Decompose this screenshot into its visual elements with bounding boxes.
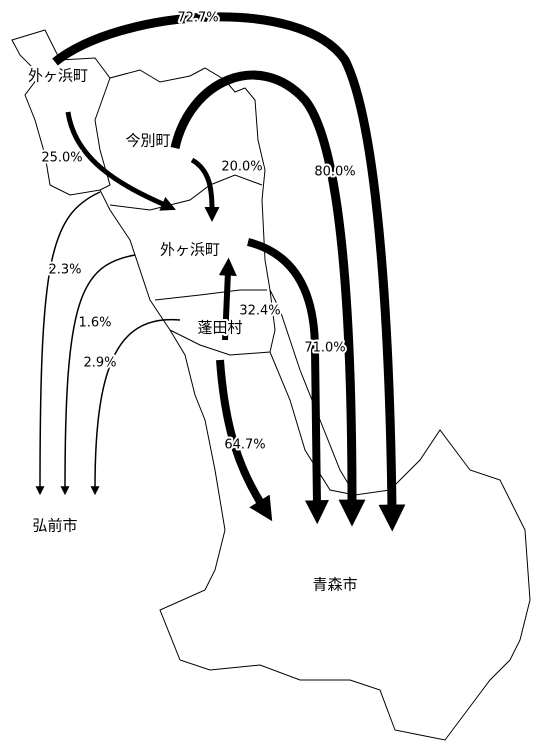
flow-arrow (60, 254, 136, 496)
municipal-borders (11, 29, 531, 741)
flow-label: 1.6% (78, 316, 111, 331)
flow-arrow (190, 157, 220, 222)
flow-label: 20.0% (221, 160, 262, 175)
inner-border (269, 351, 356, 496)
flow-label: 2.9% (83, 356, 116, 371)
place-label: 外ヶ浜町 (28, 67, 88, 85)
flow-arrow (90, 318, 181, 496)
flow-arrows (35, 12, 406, 532)
flow-arrow (218, 257, 237, 341)
flow-label: 25.0% (41, 151, 82, 166)
place-label: 蓬田村 (197, 319, 242, 337)
place-label: 今別町 (125, 132, 170, 150)
flow-arrow (65, 111, 176, 211)
inner-border (109, 174, 263, 211)
flow-label: 32.4% (239, 304, 280, 319)
flow-label: 71.0% (304, 341, 345, 356)
inner-border (154, 289, 267, 301)
flow-arrow (35, 191, 101, 496)
flow-label: 72.7% (177, 11, 218, 26)
outer-border (11, 29, 531, 741)
place-label: 弘前市 (32, 517, 77, 535)
flow-arrow (170, 70, 366, 527)
flow-arrow (216, 359, 273, 522)
flow-label: 80.0% (314, 165, 355, 180)
place-label: 青森市 (312, 576, 357, 594)
place-labels: 外ヶ浜町 今別町 外ヶ浜町 蓬田村 弘前市 青森市 (26, 65, 360, 596)
place-label: 外ヶ浜町 (160, 241, 220, 259)
flow-labels: 72.7% 25.0% 20.0% 80.0% 2.3% 1.6% 32.4% … (39, 9, 357, 455)
inner-border (169, 289, 276, 356)
flow-arrow (246, 238, 329, 525)
flow-label: 2.3% (48, 263, 81, 278)
flow-arrow (52, 12, 406, 532)
inner-border (94, 77, 111, 191)
flow-label: 64.7% (224, 438, 265, 453)
